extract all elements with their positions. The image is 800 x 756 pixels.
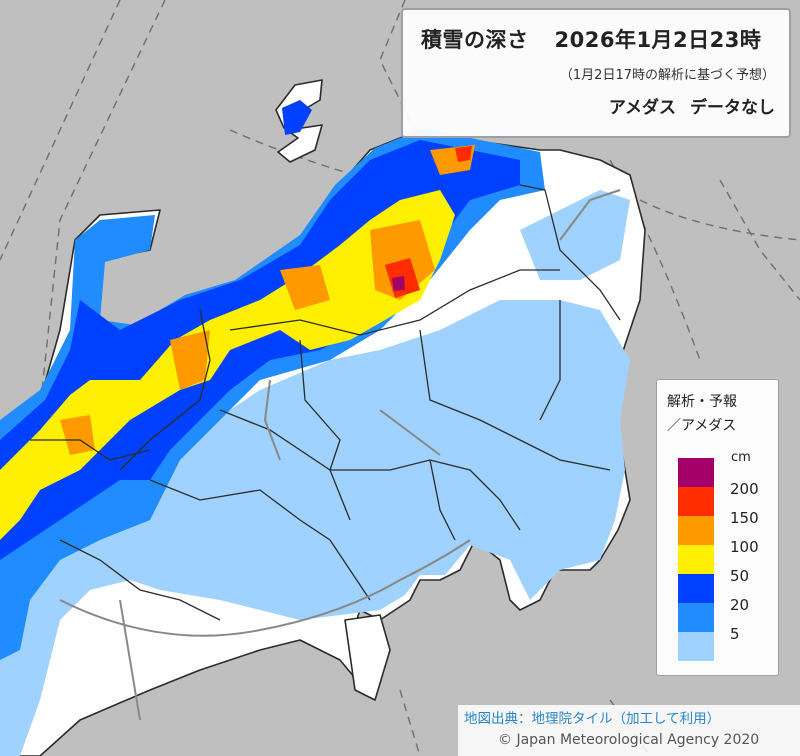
color-legend: 解析・予報 ／アメダス cm 200 150 100 50 20 5 [656, 379, 779, 676]
major-roads [59, 189, 621, 721]
legend-label-50: 50 [730, 567, 750, 585]
izu-peninsula-tip [344, 614, 391, 701]
map-source-credit: 地図出典：地理院タイル（加工して利用） [464, 711, 721, 727]
map-credits: 地図出典：地理院タイル（加工して利用） © Japan Meteorologic… [458, 705, 800, 756]
amedas-label: アメダス [608, 98, 676, 118]
legend-title: 解析・予報 [667, 394, 737, 410]
legend-swatch-50 [678, 545, 714, 574]
prefecture-boundaries [30, 184, 621, 621]
legend-swatch-150 [678, 487, 714, 516]
amedas-status: アメダス データなし [421, 93, 775, 118]
legend-label-200: 200 [730, 480, 759, 498]
title-datetime: 2026年1月2日23時 [554, 28, 762, 52]
map-title-panel: 積雪の深さ 2026年1月2日23時 （1月2日17時の解析に基づく予想） アメダ… [401, 8, 791, 138]
forecast-basis-note: （1月2日17時の解析に基づく予想） [559, 68, 775, 83]
legend-label-100: 100 [730, 538, 759, 556]
title-element: 積雪の深さ [421, 28, 529, 52]
legend-swatch-100 [678, 516, 714, 545]
legend-unit: cm [731, 450, 751, 465]
legend-swatch-200 [678, 458, 714, 487]
legend-swatch-20 [678, 574, 714, 603]
amedas-status-value: データなし [690, 98, 775, 118]
legend-label-150: 150 [730, 509, 759, 527]
legend-label-5: 5 [730, 625, 740, 643]
map-title: 積雪の深さ 2026年1月2日23時 [421, 24, 775, 54]
legend-swatch-below-5 [678, 632, 714, 661]
legend-swatch-5 [678, 603, 714, 632]
legend-subtitle: ／アメダス [667, 418, 737, 434]
legend-header: 解析・予報 ／アメダス [667, 390, 737, 438]
copyright-notice: © Japan Meteorological Agency 2020 [498, 732, 760, 748]
legend-label-20: 20 [730, 596, 750, 614]
